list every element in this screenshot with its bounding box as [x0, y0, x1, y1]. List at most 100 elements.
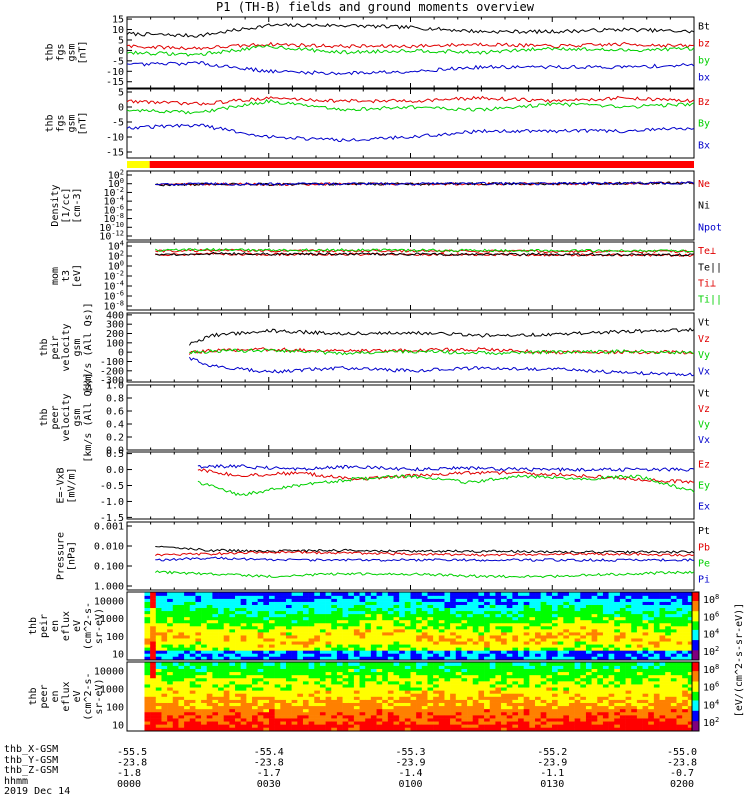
spectrogram-cell — [484, 696, 491, 700]
spectrogram-cell — [308, 613, 315, 618]
spectrogram-cell — [263, 641, 270, 645]
spectrogram-cell — [574, 638, 581, 642]
spectrogram-cell — [336, 684, 343, 688]
panel-10-ytick-label: 100 — [106, 702, 124, 713]
spectrogram-cell — [625, 684, 632, 688]
spectrogram-cell — [370, 613, 377, 618]
spectrogram-cell — [455, 595, 462, 599]
spectrogram-cell — [348, 647, 355, 651]
spectrogram-cell — [438, 718, 445, 722]
spectrogram-cell — [195, 711, 202, 716]
spectrogram-cell — [427, 650, 434, 654]
spectrogram-cell — [591, 622, 598, 627]
spectrogram-cell — [512, 699, 519, 703]
spectrogram-cell — [263, 681, 270, 685]
spectrogram-cell — [608, 674, 615, 679]
spectrogram-cell — [331, 702, 338, 707]
spectrogram-cell — [138, 665, 145, 669]
spectrogram-cell — [348, 592, 355, 596]
spectrogram-cell — [348, 727, 355, 731]
spectrogram-cell — [365, 715, 372, 719]
spectrogram-cell — [585, 644, 592, 648]
spectrogram-cell — [144, 595, 151, 599]
spectrogram-cell — [450, 656, 457, 660]
spectrogram-cell — [676, 656, 683, 660]
spectrogram-cell — [427, 622, 434, 627]
spectrogram-cell — [382, 638, 389, 642]
spectrogram-cell — [240, 693, 247, 697]
spectrogram-cell — [195, 668, 202, 673]
spectrogram-cell — [529, 677, 536, 682]
spectrogram-cell — [614, 718, 621, 722]
spectrogram-cell — [427, 693, 434, 697]
spectrogram-cell — [608, 647, 615, 651]
spectrogram-cell — [529, 595, 536, 599]
spectrogram-cell — [195, 662, 202, 666]
spectrogram-cell — [597, 641, 604, 645]
spectrogram-cell — [144, 653, 151, 657]
spectrogram-cell — [382, 647, 389, 651]
spectrogram-cell — [382, 598, 389, 602]
spectrogram-cell — [687, 653, 694, 657]
spectrogram-cell — [155, 610, 162, 615]
spectrogram-cell — [444, 653, 451, 657]
spectrogram-cell — [229, 662, 236, 666]
spectrogram-cell — [178, 677, 185, 682]
spectrogram-cell — [433, 650, 440, 654]
panel-0-ylabel-line: [nT] — [78, 40, 89, 64]
panel-3-ytick-label: 10-2 — [104, 186, 124, 199]
spectrogram-cell — [580, 650, 587, 654]
spectrogram-cell — [274, 727, 281, 731]
spectrogram-cell — [568, 595, 575, 599]
spectrogram-cell — [246, 613, 253, 618]
spectrogram-cell — [257, 635, 264, 639]
spectrogram-cell — [625, 711, 632, 716]
spectrogram-cell — [189, 715, 196, 719]
spectrogram-cell — [585, 598, 592, 602]
spectrogram-cell — [342, 629, 349, 633]
spectrogram-cell — [614, 665, 621, 669]
spectrogram-cell — [444, 684, 451, 688]
spectrogram-cell — [427, 677, 434, 682]
spectrogram-cell — [614, 662, 621, 666]
spectrogram-cell — [336, 711, 343, 716]
spectrogram-cell — [172, 604, 179, 609]
spectrogram-cell — [642, 629, 649, 633]
spectrogram-cell — [410, 721, 417, 725]
spectrogram-cell — [478, 622, 485, 627]
spectrogram-cell — [444, 604, 451, 609]
spectrogram-cell — [331, 727, 338, 731]
spectrogram-cell — [540, 718, 547, 722]
legend-0-0: Bt — [698, 22, 710, 33]
spectrogram-cell — [653, 613, 660, 618]
spectrogram-cell — [138, 702, 145, 707]
spectrogram-cell — [535, 641, 541, 645]
spectrogram-cell — [308, 638, 315, 642]
spectrogram-cell — [552, 684, 558, 688]
spectrogram-cell — [365, 696, 372, 700]
spectrogram-cell — [495, 718, 502, 722]
spectrogram-cell — [546, 644, 553, 648]
spectrogram-cell — [523, 619, 530, 624]
spectrogram-cell — [563, 718, 570, 722]
spectrogram-cell — [359, 668, 366, 673]
panel-7-ytick-label: 0.0 — [106, 465, 124, 476]
spectrogram-cell — [410, 650, 417, 654]
spectrogram-cell — [291, 592, 298, 596]
spectrogram-cell — [523, 671, 530, 676]
spectrogram-cell — [133, 641, 140, 645]
spectrogram-cell — [359, 595, 366, 599]
spectrogram-cell — [291, 677, 298, 682]
spectrogram-cell — [314, 656, 321, 660]
spectrogram-cell — [552, 681, 558, 685]
spectrogram-cell — [257, 727, 264, 731]
spectrogram-cell — [416, 632, 423, 636]
spectrogram-cell — [235, 662, 241, 666]
spectrogram-cell — [336, 653, 343, 657]
spectrogram-cell — [155, 715, 162, 719]
spectrogram-cell — [410, 656, 417, 660]
spectrogram-cell — [455, 656, 462, 660]
spectrogram-cell — [206, 674, 213, 679]
spectrogram-cell — [597, 662, 604, 666]
spectrogram-cell — [682, 647, 689, 651]
